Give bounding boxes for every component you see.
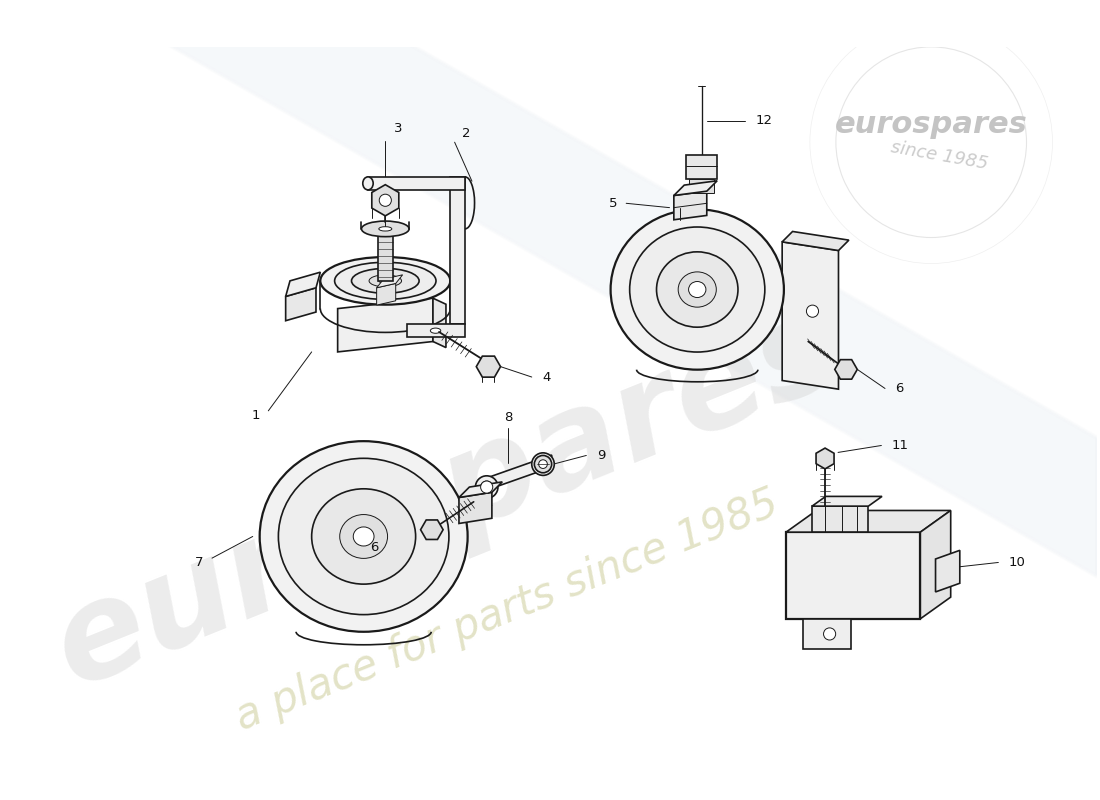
Bar — [690, 179, 714, 194]
Bar — [686, 155, 717, 179]
Text: 7: 7 — [195, 556, 204, 569]
Polygon shape — [459, 482, 503, 498]
Circle shape — [537, 458, 549, 470]
Text: eurospares: eurospares — [835, 110, 1027, 139]
Text: eurospares: eurospares — [35, 282, 857, 713]
Text: 3: 3 — [394, 122, 403, 135]
Polygon shape — [816, 448, 834, 469]
Ellipse shape — [334, 262, 436, 299]
Text: 11: 11 — [892, 439, 909, 452]
Ellipse shape — [629, 227, 764, 352]
Polygon shape — [338, 298, 433, 352]
Text: 6: 6 — [895, 382, 904, 395]
Polygon shape — [372, 185, 399, 216]
Text: 5: 5 — [609, 197, 617, 210]
Polygon shape — [674, 181, 717, 195]
Circle shape — [535, 455, 552, 473]
Circle shape — [531, 453, 554, 475]
Polygon shape — [368, 177, 465, 190]
Polygon shape — [835, 360, 857, 379]
Polygon shape — [921, 510, 950, 618]
Polygon shape — [478, 455, 552, 493]
Polygon shape — [674, 191, 707, 220]
Ellipse shape — [363, 177, 373, 190]
Circle shape — [481, 481, 493, 493]
Polygon shape — [782, 231, 849, 250]
Polygon shape — [782, 242, 838, 389]
Polygon shape — [286, 272, 320, 297]
Text: a place for parts since 1985: a place for parts since 1985 — [229, 482, 784, 738]
Ellipse shape — [311, 489, 416, 584]
Polygon shape — [803, 618, 851, 649]
Ellipse shape — [260, 441, 468, 632]
Text: since 1985: since 1985 — [890, 138, 990, 173]
Circle shape — [824, 628, 836, 640]
Circle shape — [539, 460, 548, 469]
Polygon shape — [420, 520, 443, 539]
Polygon shape — [812, 506, 868, 532]
Polygon shape — [376, 274, 403, 288]
Polygon shape — [450, 177, 465, 324]
Ellipse shape — [679, 272, 716, 307]
Polygon shape — [459, 492, 492, 523]
Ellipse shape — [610, 210, 784, 370]
Polygon shape — [812, 496, 882, 506]
Ellipse shape — [362, 221, 409, 237]
Ellipse shape — [320, 257, 450, 305]
Text: 6: 6 — [370, 541, 378, 554]
Circle shape — [537, 458, 549, 470]
Polygon shape — [286, 288, 316, 321]
Circle shape — [475, 476, 498, 498]
Polygon shape — [407, 324, 465, 337]
Text: 10: 10 — [1009, 556, 1025, 569]
Ellipse shape — [689, 282, 706, 298]
Circle shape — [379, 194, 392, 206]
Polygon shape — [786, 532, 921, 618]
Ellipse shape — [378, 226, 392, 231]
Ellipse shape — [370, 275, 402, 287]
Circle shape — [806, 305, 818, 318]
Polygon shape — [786, 510, 950, 532]
Polygon shape — [935, 550, 960, 592]
Ellipse shape — [657, 252, 738, 327]
Polygon shape — [433, 298, 446, 347]
Text: 2: 2 — [462, 127, 470, 140]
Circle shape — [481, 481, 493, 493]
Polygon shape — [376, 283, 396, 305]
Text: 12: 12 — [756, 114, 772, 127]
Bar — [377, 233, 393, 281]
Text: 1: 1 — [251, 409, 260, 422]
Ellipse shape — [378, 278, 392, 283]
Ellipse shape — [340, 514, 387, 558]
Ellipse shape — [353, 527, 374, 546]
Text: 4: 4 — [542, 370, 550, 383]
Text: 8: 8 — [504, 411, 513, 424]
Polygon shape — [476, 356, 501, 377]
Text: 9: 9 — [596, 449, 605, 462]
Ellipse shape — [278, 458, 449, 614]
Ellipse shape — [430, 328, 441, 334]
Ellipse shape — [352, 269, 419, 294]
